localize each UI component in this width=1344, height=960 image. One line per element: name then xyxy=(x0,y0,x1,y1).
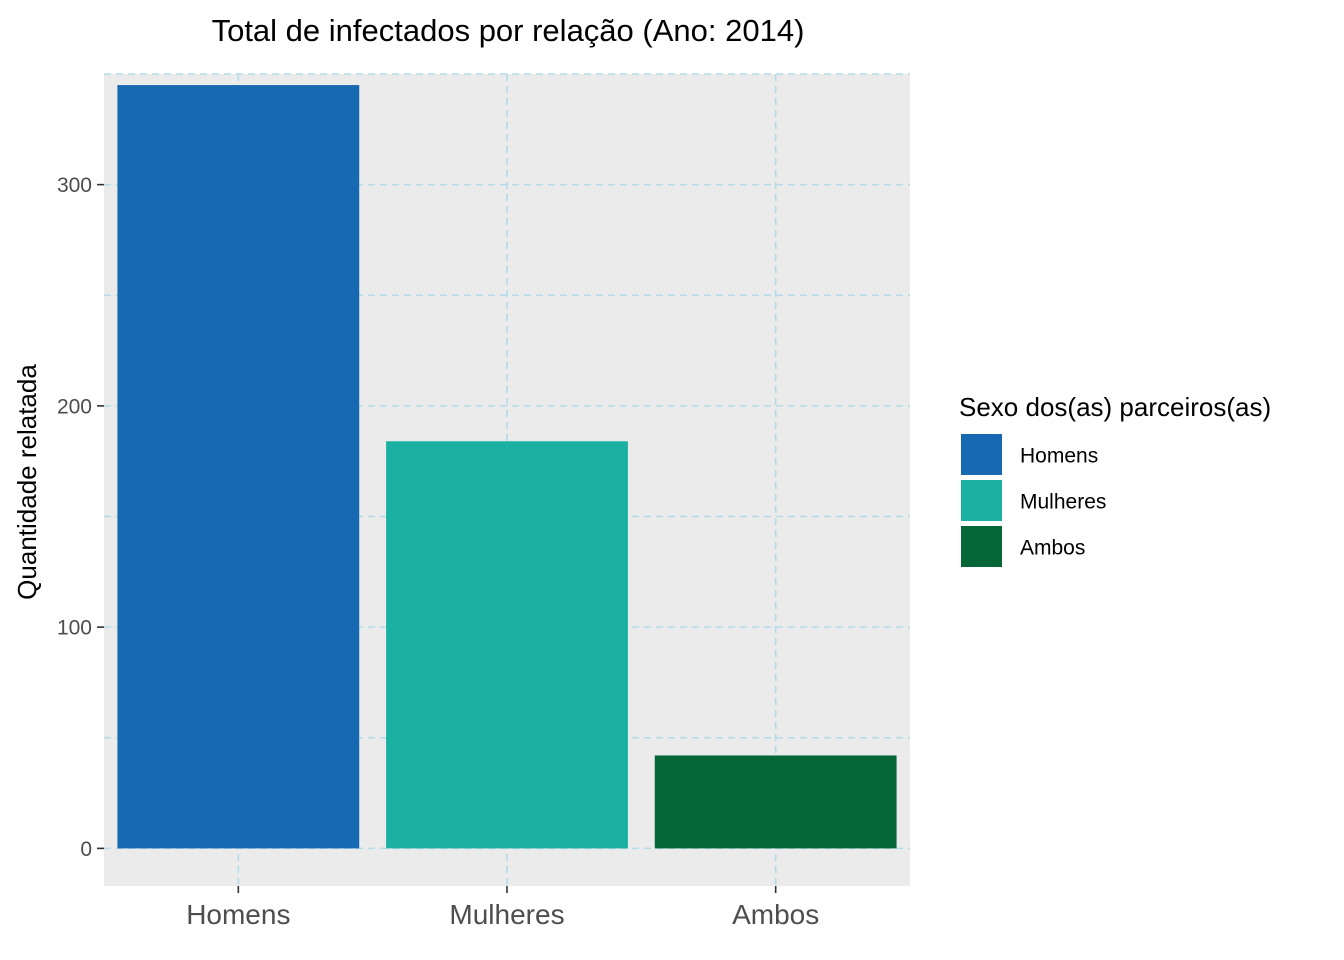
y-tick-label: 0 xyxy=(80,838,92,861)
bar-ambos xyxy=(654,755,897,849)
bar-homens xyxy=(117,85,360,849)
x-axis: Homens Mulheres Ambos xyxy=(186,886,819,930)
legend-swatch-homens xyxy=(961,434,1002,475)
x-tick-label: Homens xyxy=(186,899,290,930)
y-axis: 0 100 200 300 xyxy=(57,174,104,861)
legend-label: Ambos xyxy=(1020,537,1085,560)
legend-label: Mulheres xyxy=(1020,491,1106,514)
y-tick-label: 100 xyxy=(57,617,92,640)
legend-title: Sexo dos(as) parceiros(as) xyxy=(959,392,1271,422)
bars xyxy=(117,85,897,849)
legend-label: Homens xyxy=(1020,445,1098,468)
legend-swatch-ambos xyxy=(961,526,1002,567)
y-tick-label: 300 xyxy=(57,174,92,197)
x-tick-label: Ambos xyxy=(732,899,819,930)
chart-title: Total de infectados por relação (Ano: 20… xyxy=(212,13,805,48)
y-tick-label: 200 xyxy=(57,395,92,418)
x-tick-label: Mulheres xyxy=(449,899,564,930)
legend-swatch-mulheres xyxy=(961,480,1002,521)
legend: Sexo dos(as) parceiros(as) Homens Mulhere… xyxy=(959,392,1271,568)
y-axis-label: Quantidade relatada xyxy=(12,364,42,600)
bar-mulheres xyxy=(386,441,628,849)
